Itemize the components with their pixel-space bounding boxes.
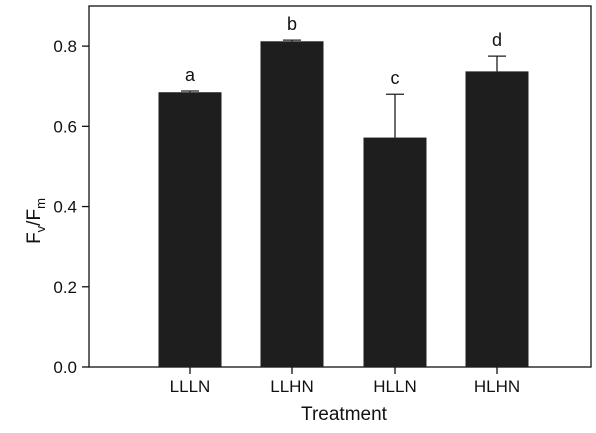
y-tick-label: 0.2 (53, 278, 77, 297)
significance-label: c (391, 68, 400, 88)
x-tick-label: LLLN (170, 377, 211, 396)
bar (363, 137, 427, 367)
y-tick-label: 0.6 (53, 117, 77, 136)
x-tick-label: HLLN (373, 377, 416, 396)
significance-label: a (185, 65, 196, 85)
y-axis-title-sub2: m (33, 198, 48, 209)
significance-labels: a b c d (185, 14, 502, 88)
y-axis-title: Fv/Fm (24, 198, 48, 244)
y-tick-label: 0.0 (53, 358, 77, 377)
significance-label: b (287, 14, 297, 34)
bars (158, 41, 529, 368)
x-axis-title: Treatment (301, 404, 388, 425)
x-axis-ticks: LLLN LLHN HLLN HLHN (170, 367, 520, 396)
y-axis-title-main: F (24, 232, 45, 244)
bar (465, 71, 529, 368)
x-tick-label: LLHN (270, 377, 313, 396)
y-axis-title-sep: /F (24, 209, 45, 226)
y-axis-ticks: 0.0 0.2 0.4 0.6 0.8 (53, 37, 89, 377)
y-tick-label: 0.8 (53, 37, 77, 56)
significance-label: d (492, 30, 502, 50)
bar (260, 41, 324, 367)
y-tick-label: 0.4 (53, 198, 77, 217)
x-tick-label: HLHN (474, 377, 520, 396)
y-axis-title-sub1: v (33, 225, 48, 232)
plot-frame (88, 5, 592, 368)
error-bars (181, 39, 506, 138)
plot-border (88, 5, 592, 368)
bar (158, 92, 222, 367)
